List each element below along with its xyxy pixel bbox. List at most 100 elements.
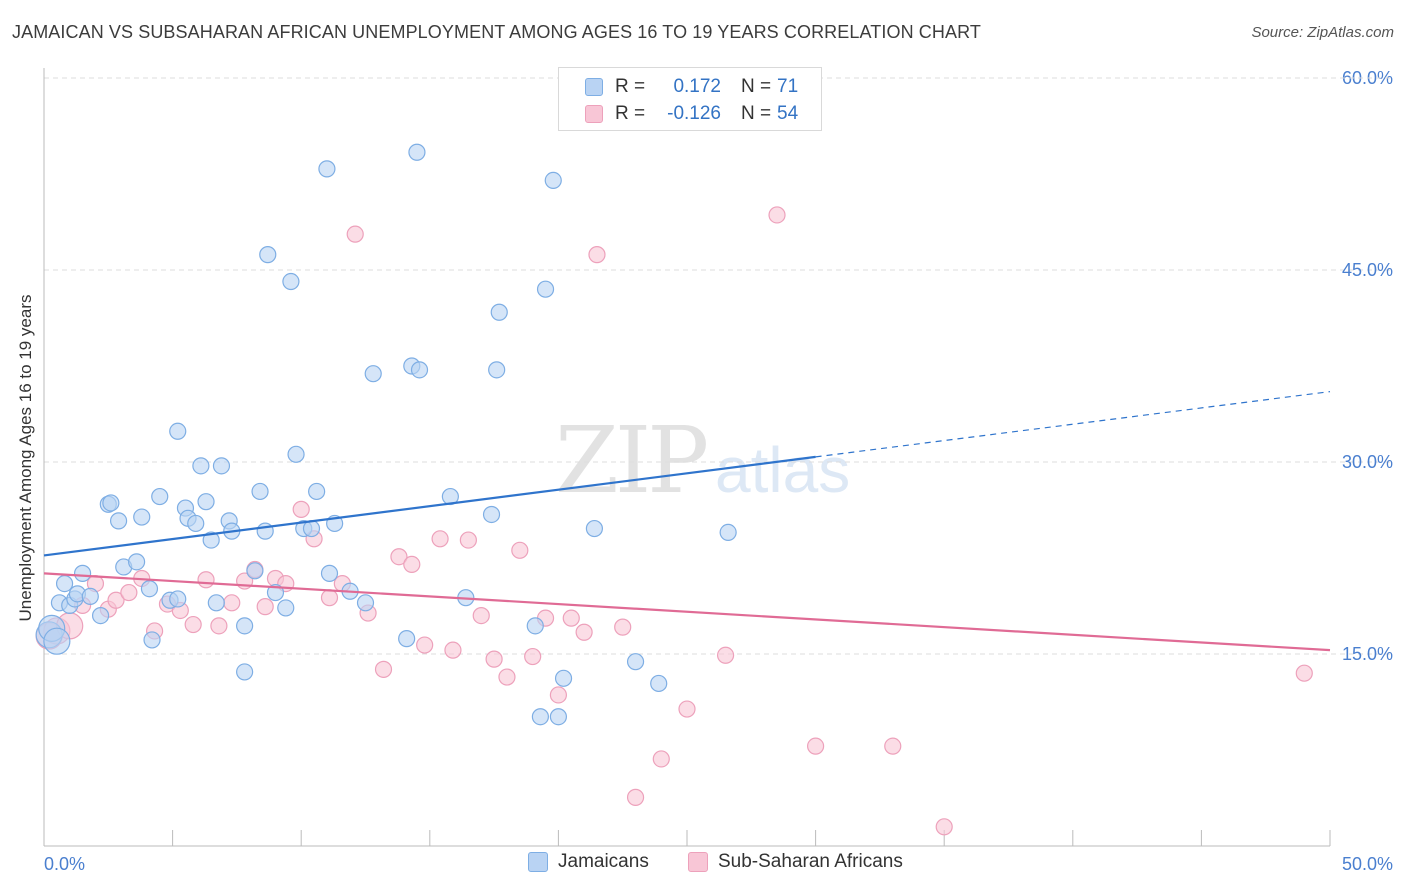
subsaharan-point [614,618,632,636]
n-label: N = [741,76,772,97]
jamaican-point [554,669,573,687]
jamaican-point [246,562,264,580]
jamaican-point [719,523,737,542]
jamaican-point [236,663,254,681]
subsaharan-point [292,500,310,518]
jamaican-point [192,457,210,475]
r-value: 0.172 [673,76,721,97]
jamaican-point [143,631,161,649]
jamaican-point [544,171,562,189]
jamaican-point [140,580,159,598]
subsaharan-swatch [688,852,708,872]
watermark-atlas: atlas [715,434,850,506]
legend-row-jamaicans: R = 0.172 N = 71 [585,74,798,100]
subsaharan-point [107,591,125,609]
jamaican-point [102,494,120,512]
subsaharan-point [374,660,393,678]
legend-row-subsaharan: R = -0.126 N = 54 [585,101,798,127]
correlation-legend: R = 0.172 N = 71 R = -0.126 N = 54 [558,67,822,131]
r-label: R = [615,76,646,97]
jamaican-point [356,594,375,612]
subsaharan-trendline [43,572,1331,652]
jamaican-point [236,617,254,635]
jamaican-point [410,361,429,379]
subsaharan-point [652,750,670,768]
jamaican-point [585,519,604,538]
subsaharan-point [403,555,421,574]
jamaican-point [81,587,99,606]
r-value: -0.126 [667,103,721,124]
jamaican-point [109,512,128,530]
jamaican-point [91,606,110,625]
subsaharan-point [459,531,477,549]
jamaican-point [169,422,187,440]
series-legend: Jamaicans Sub-Saharan Africans [0,851,1406,877]
subsaharan-point [626,788,645,806]
jamaican-point [266,583,285,602]
jamaican-point [55,574,74,593]
jamaican-point [187,514,205,533]
jamaican-point [626,653,645,671]
subsaharan-point [320,589,339,607]
subsaharan-point [562,609,580,627]
subsaharan-point [184,615,202,634]
subsaharan-point [806,737,825,755]
jamaican-point [287,445,305,463]
jamaican-point [169,590,187,608]
n-value: 54 [777,103,799,124]
jamaican-point [364,365,382,383]
jamaican-point [536,280,555,298]
jamaican-point [133,508,151,526]
subsaharan-point [197,571,215,589]
subsaharan-point [472,606,490,625]
subsaharan-swatch [585,105,603,123]
y-tick-label: 15.0% [1342,644,1393,664]
jamaican-point [259,246,277,264]
jamaican-point [127,553,146,571]
subsaharan-point [575,623,593,641]
jamaican-point [531,708,549,726]
subsaharan-point [549,686,568,704]
y-tick-label: 30.0% [1342,452,1393,472]
jamaican-point [207,594,225,612]
subsaharan-point [716,646,735,664]
y-tick-label: 45.0% [1342,260,1393,280]
chart-title: JAMAICAN VS SUBSAHARAN AFRICAN UNEMPLOYM… [12,22,981,42]
subsaharan-point [444,641,462,659]
subsaharan-point [935,818,953,836]
jamaicans-swatch [528,852,548,872]
subsaharan-point [346,225,364,243]
legend-item-jamaicans[interactable]: Jamaicans [528,851,649,873]
subsaharan-point [210,617,228,635]
legend-label: Jamaicans [558,851,649,872]
jamaican-point [308,482,326,501]
r-label: R = [615,103,646,124]
subsaharan-point [416,636,434,654]
jamaican-point [197,493,215,511]
legend-item-subsaharan[interactable]: Sub-Saharan Africans [688,851,903,873]
jamaicans-trendline [43,455,816,557]
legend-label: Sub-Saharan Africans [718,851,903,872]
jamaican-point [202,531,220,549]
jamaicans-trendline-projection [815,391,1331,458]
jamaican-point [43,627,71,655]
subsaharan-point [498,668,516,686]
n-label: N = [741,103,772,124]
jamaican-point [318,160,336,178]
jamaican-point [282,272,300,291]
jamaican-point [212,457,231,475]
jamaican-point [408,143,426,161]
subsaharan-point [524,647,542,666]
subsaharan-point [884,737,902,755]
subsaharan-point [223,594,241,612]
x-tick-label: 0.0% [44,854,85,874]
watermark-zip: ZIP [555,407,706,514]
subsaharan-point [768,206,786,224]
subsaharan-point [256,598,274,616]
jamaican-point [320,564,339,582]
jamaican-point [73,564,92,582]
jamaican-point [488,361,506,379]
subsaharan-point [1295,664,1313,682]
x-tick-label: 50.0% [1342,854,1393,874]
